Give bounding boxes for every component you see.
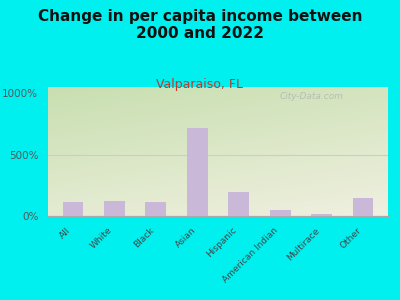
- Bar: [353, 198, 374, 216]
- Bar: [228, 192, 249, 216]
- Bar: [146, 202, 166, 216]
- Bar: [270, 210, 290, 216]
- Bar: [104, 201, 125, 216]
- Text: Valparaiso, FL: Valparaiso, FL: [156, 78, 244, 91]
- Bar: [62, 202, 83, 216]
- Text: City-Data.com: City-Data.com: [279, 92, 343, 101]
- Bar: [311, 214, 332, 216]
- Text: Change in per capita income between
2000 and 2022: Change in per capita income between 2000…: [38, 9, 362, 41]
- Bar: [187, 128, 208, 216]
